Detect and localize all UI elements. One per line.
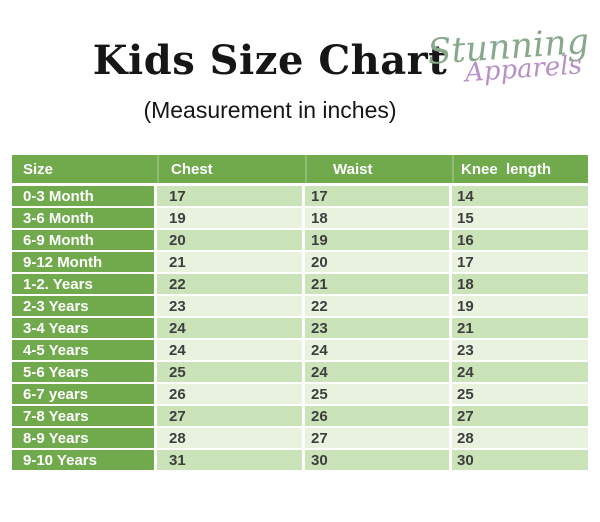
table-row: 1-2. Years 22 21 18 [12,274,588,294]
measurement-value-cell: 31 [157,450,302,470]
measurement-value-cell: 16 [452,230,588,250]
table-row: 3-4 Years 24 23 21 [12,318,588,338]
size-label-cell: 2-3 Years [12,296,154,316]
measurement-value-cell: 14 [452,186,588,206]
measurement-value-cell: 19 [452,296,588,316]
page-title: Kids Size Chart [92,37,448,84]
measurement-value-cell: 27 [452,406,588,426]
column-header-waist: Waist [305,155,449,183]
measurement-value-cell: 30 [452,450,588,470]
measurement-value-cell: 27 [305,428,449,448]
measurement-value-cell: 23 [157,296,302,316]
measurement-value-cell: 26 [305,406,449,426]
size-label-cell: 0-3 Month [12,186,154,206]
measurement-value-cell: 18 [452,274,588,294]
size-label-cell: 8-9 Years [12,428,154,448]
table-row: 8-9 Years 28 27 28 [12,428,588,448]
size-label-cell: 6-7 years [12,384,154,404]
measurement-value-cell: 24 [157,340,302,360]
measurement-value-cell: 17 [157,186,302,206]
table-row: 9-12 Month 21 20 17 [12,252,588,272]
measurement-value-cell: 15 [452,208,588,228]
measurement-value-cell: 25 [452,384,588,404]
measurement-value-cell: 21 [452,318,588,338]
measurement-value-cell: 20 [157,230,302,250]
size-label-cell: 3-6 Month [12,208,154,228]
measurement-value-cell: 20 [305,252,449,272]
measurement-value-cell: 17 [305,186,449,206]
table-body: 0-3 Month 17 17 14 3-6 Month 19 18 15 6-9 Month 2… [12,186,588,470]
size-label-cell: 7-8 Years [12,406,154,426]
size-label-cell: 9-12 Month [12,252,154,272]
table-header-row: Size Chest Waist Knee length [12,155,588,183]
measurement-value-cell: 22 [157,274,302,294]
table-row: 9-10 Years 31 30 30 [12,450,588,470]
size-label-cell: 6-9 Month [12,230,154,250]
table-row: 0-3 Month 17 17 14 [12,186,588,206]
column-header-size: Size [12,155,154,183]
measurement-value-cell: 26 [157,384,302,404]
measurement-value-cell: 27 [157,406,302,426]
measurement-value-cell: 19 [305,230,449,250]
table-row: 3-6 Month 19 18 15 [12,208,588,228]
measurement-value-cell: 25 [305,384,449,404]
measurement-value-cell: 28 [157,428,302,448]
table-row: 5-6 Years 25 24 24 [12,362,588,382]
table-row: 2-3 Years 23 22 19 [12,296,588,316]
table-row: 6-9 Month 20 19 16 [12,230,588,250]
size-label-cell: 9-10 Years [12,450,154,470]
measurement-value-cell: 24 [157,318,302,338]
size-label-cell: 4-5 Years [12,340,154,360]
measurement-value-cell: 23 [452,340,588,360]
table-row: 6-7 years 26 25 25 [12,384,588,404]
measurement-value-cell: 25 [157,362,302,382]
measurement-value-cell: 18 [305,208,449,228]
size-label-cell: 3-4 Years [12,318,154,338]
column-header-knee-length: Knee length [452,155,588,183]
measurement-value-cell: 24 [305,362,449,382]
measurement-value-cell: 30 [305,450,449,470]
brand-logo: Stunning Apparels [426,22,600,90]
table-row: 4-5 Years 24 24 23 [12,340,588,360]
measurement-value-cell: 21 [305,274,449,294]
measurement-value-cell: 24 [305,340,449,360]
size-label-cell: 5-6 Years [12,362,154,382]
measurement-value-cell: 22 [305,296,449,316]
column-header-chest: Chest [157,155,302,183]
size-chart-table: Size Chest Waist Knee length 0-3 Month 17 17 1… [12,155,588,470]
size-label-cell: 1-2. Years [12,274,154,294]
measurement-value-cell: 24 [452,362,588,382]
measurement-value-cell: 19 [157,208,302,228]
header: Kids Size Chart (Measurement in inches) [0,38,540,124]
measurement-value-cell: 23 [305,318,449,338]
page-subtitle: (Measurement in inches) [143,97,397,123]
measurement-value-cell: 28 [452,428,588,448]
measurement-value-cell: 21 [157,252,302,272]
table-row: 7-8 Years 27 26 27 [12,406,588,426]
measurement-value-cell: 17 [452,252,588,272]
